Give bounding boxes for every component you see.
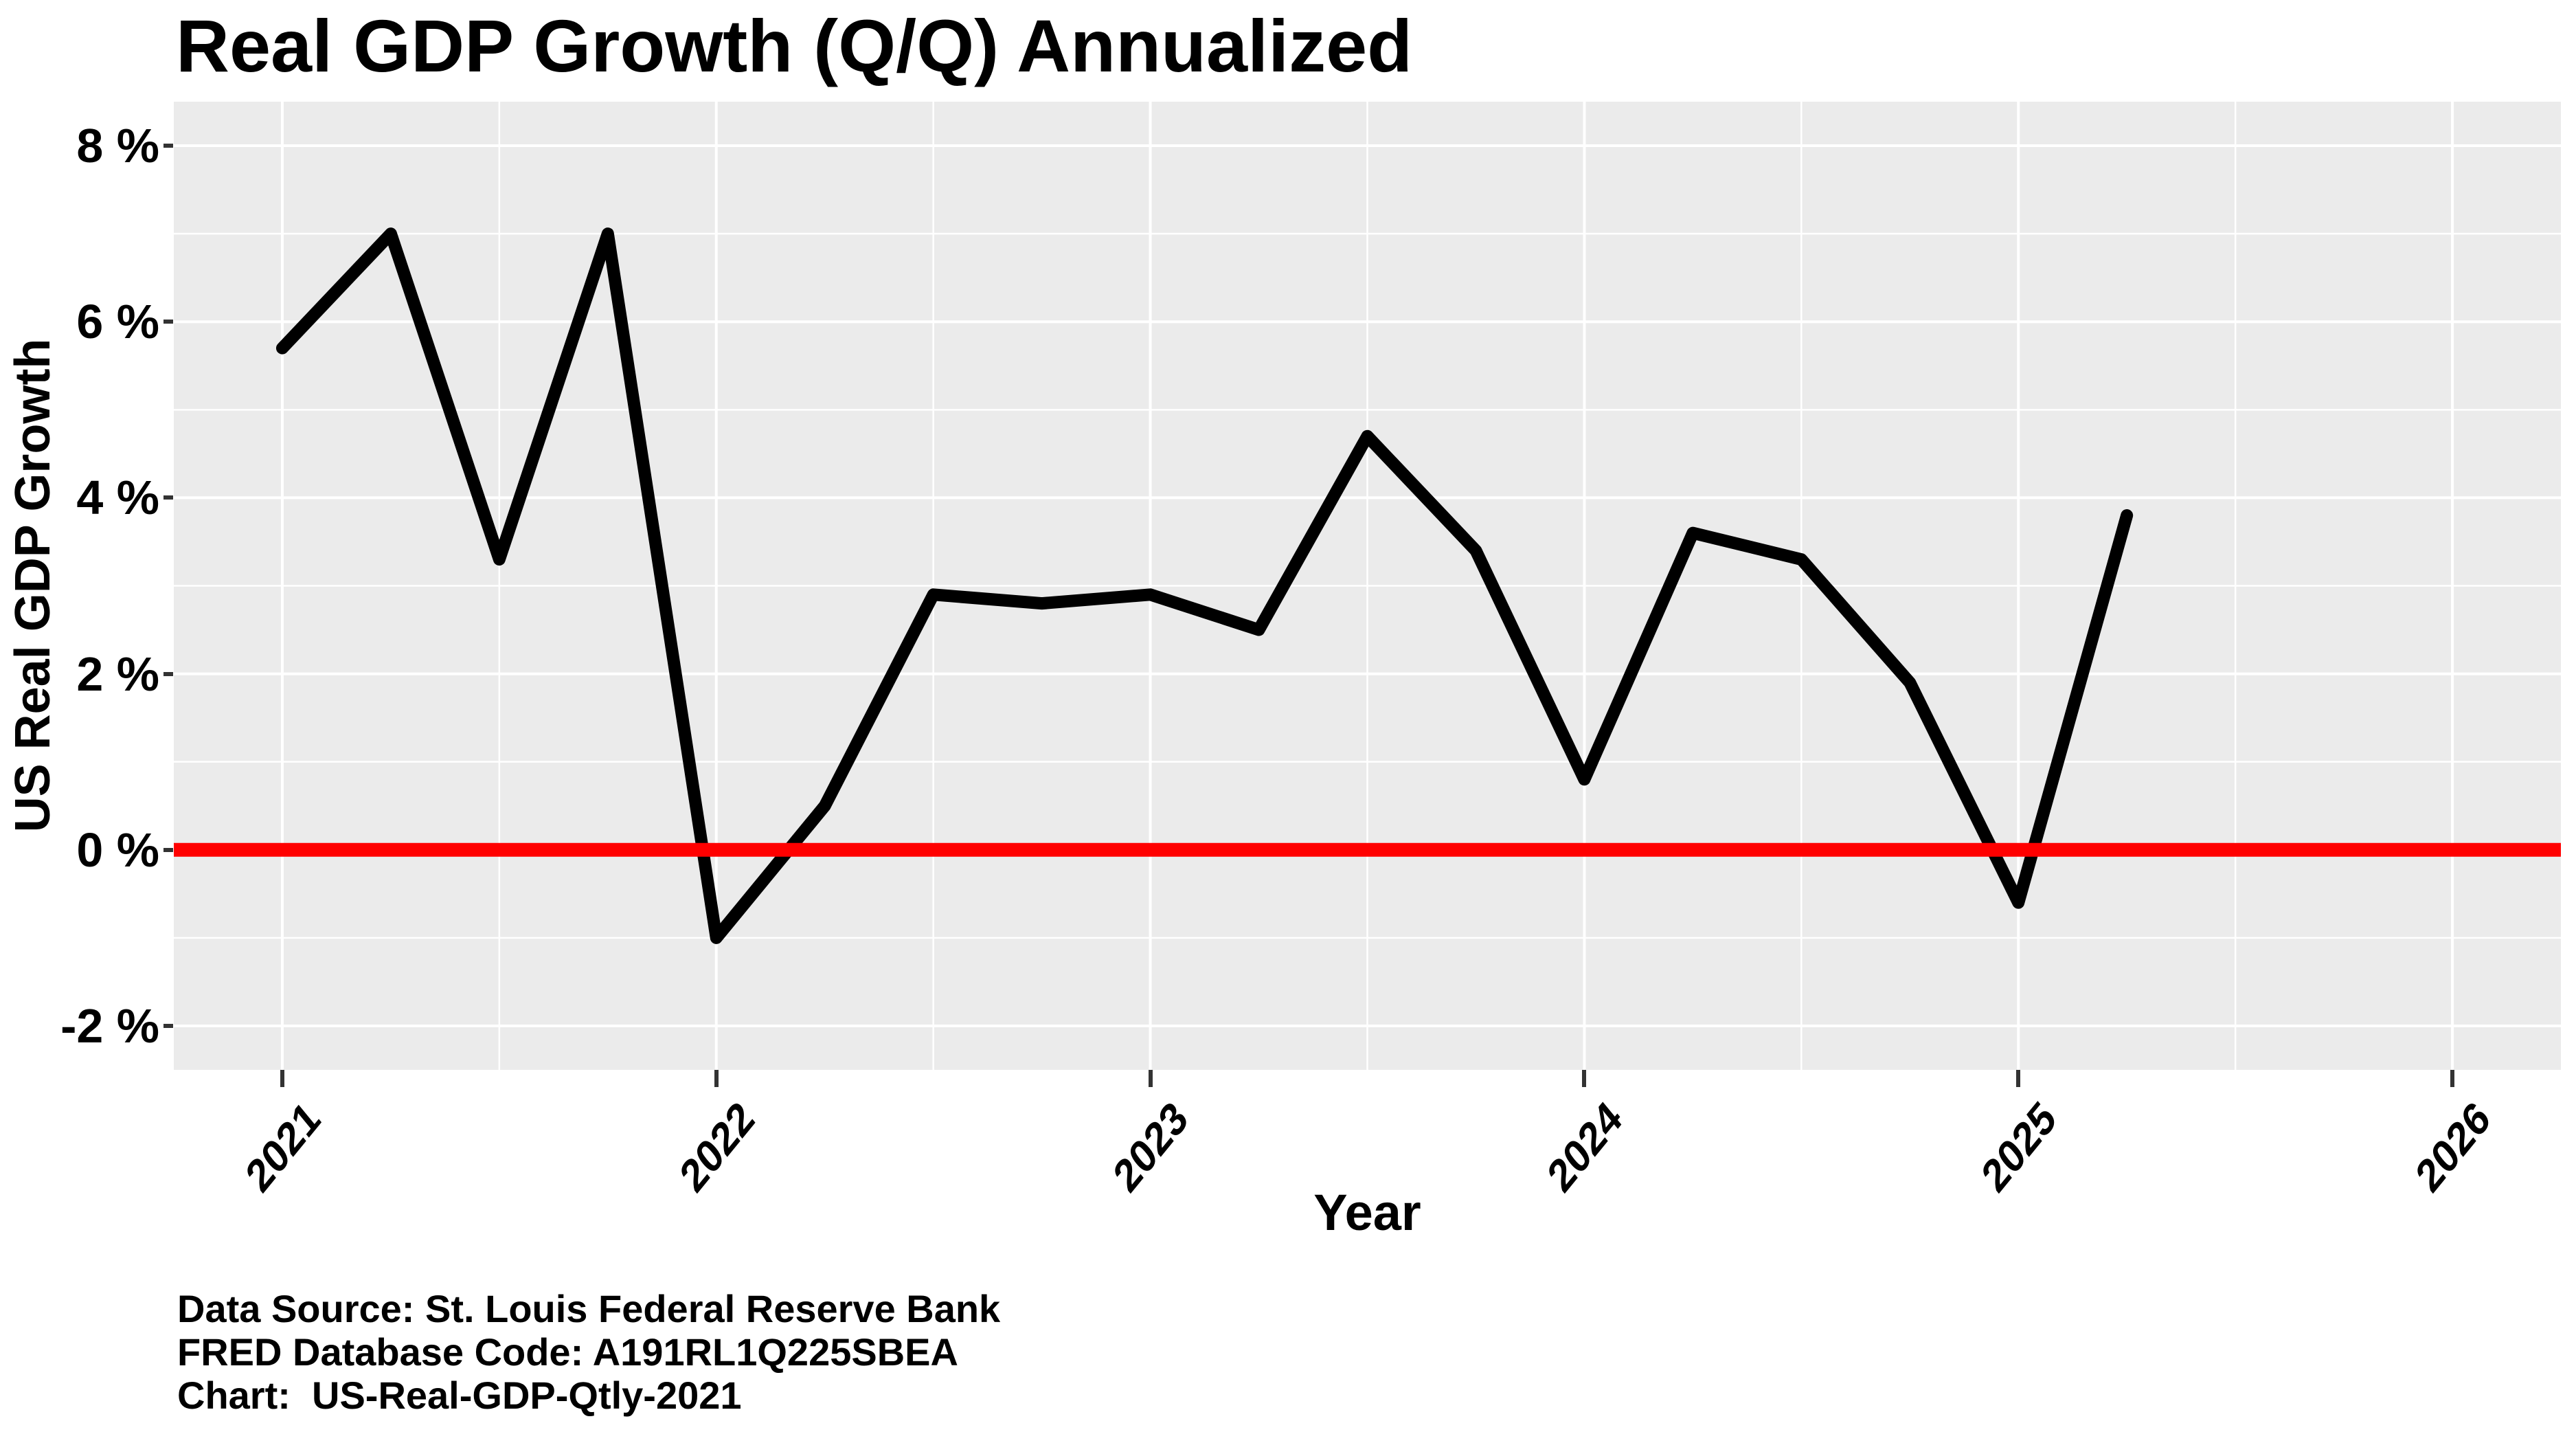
plot-svg xyxy=(174,102,2561,1070)
y-tick-mark xyxy=(163,320,173,324)
footer-data-source: Data Source: St. Louis Federal Reserve B… xyxy=(177,1287,1001,1330)
plot-panel xyxy=(174,102,2561,1070)
y-tick-mark xyxy=(163,671,173,676)
y-tick-mark xyxy=(163,144,173,148)
x-tick-mark xyxy=(1582,1070,1587,1087)
y-tick-mark xyxy=(163,847,173,852)
footer-database-code: FRED Database Code: A191RL1Q225SBEA xyxy=(177,1330,958,1374)
y-axis-title: US Real GDP Growth xyxy=(5,338,60,833)
y-tick-mark xyxy=(163,1023,173,1028)
x-tick-mark xyxy=(2016,1070,2021,1087)
x-tick-mark xyxy=(2450,1070,2455,1087)
y-tick-label: 2 % xyxy=(76,647,159,701)
gdp-series-line xyxy=(275,227,2134,944)
y-tick-label: -2 % xyxy=(60,998,159,1053)
y-tick-mark xyxy=(163,495,173,500)
y-tick-label: 0 % xyxy=(76,823,159,877)
chart-title: Real GDP Growth (Q/Q) Annualized xyxy=(176,4,1413,87)
x-axis-title: Year xyxy=(1313,1184,1421,1241)
y-tick-label: 4 % xyxy=(76,471,159,525)
x-tick-mark xyxy=(714,1070,719,1087)
y-tick-label: 8 % xyxy=(76,119,159,173)
footer-chart-id: Chart: US-Real-GDP-Qtly-2021 xyxy=(177,1374,742,1417)
y-tick-label: 6 % xyxy=(76,295,159,349)
x-tick-mark xyxy=(1148,1070,1153,1087)
x-tick-mark xyxy=(280,1070,284,1087)
